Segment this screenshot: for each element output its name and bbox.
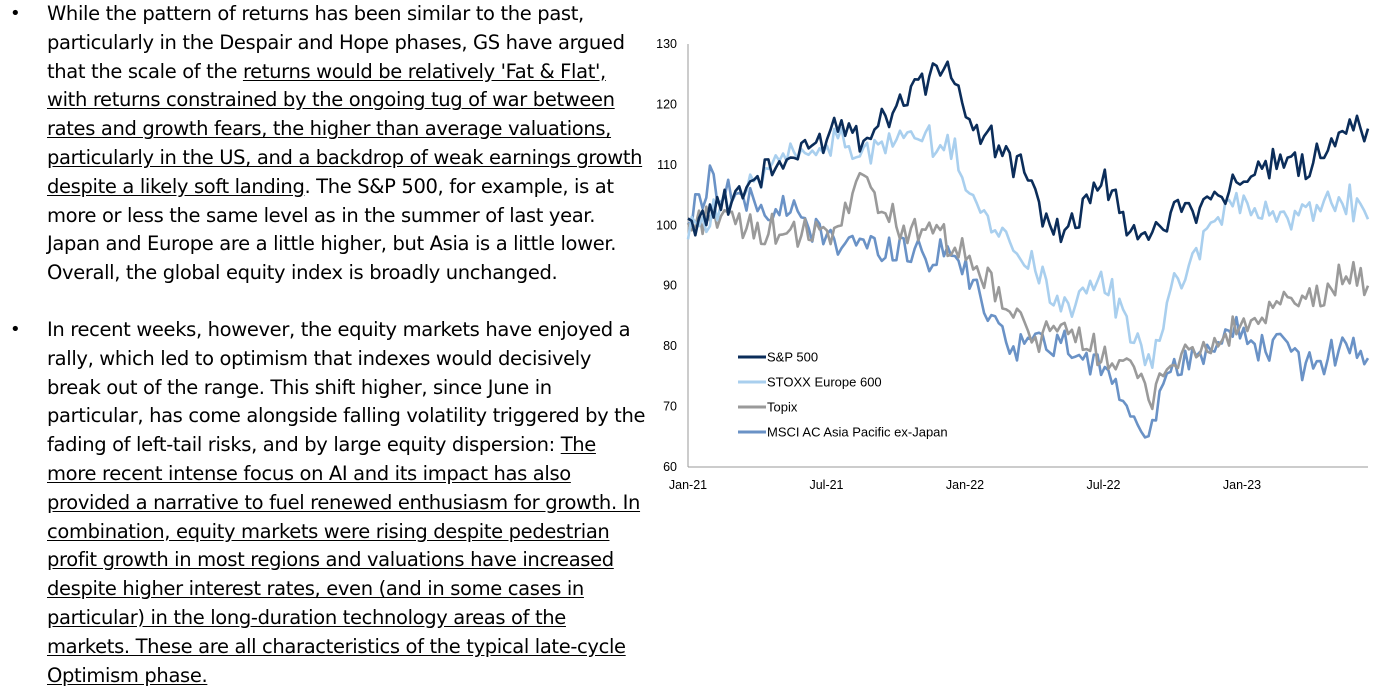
series-line-msci-ac-asia-pacific-ex-japan xyxy=(687,164,1370,439)
y-tick-label: 90 xyxy=(663,279,677,293)
x-tick-label: Jan-22 xyxy=(946,478,984,492)
series-lines xyxy=(686,60,1370,439)
legend-label: MSCI AC Asia Pacific ex-Japan xyxy=(767,425,948,440)
bullet-marker: • xyxy=(10,3,21,24)
x-tick-label: Jan-23 xyxy=(1223,478,1261,492)
legend-label: Topix xyxy=(767,400,798,415)
y-tick-label: 120 xyxy=(656,97,677,111)
legend-label: S&P 500 xyxy=(767,350,818,365)
bullet-marker: • xyxy=(10,319,21,340)
x-tick-label: Jul-22 xyxy=(1086,478,1120,492)
bullet-1-part-1: While the pattern of returns has been si… xyxy=(47,2,625,83)
legend-label: STOXX Europe 600 xyxy=(767,375,882,390)
bullet-2-underlined: The more recent intense focus on AI and … xyxy=(47,433,641,687)
x-tick-label: Jul-21 xyxy=(809,478,843,492)
bullet-text: In recent weeks, however, the equity mar… xyxy=(47,316,647,690)
bullet-text: While the pattern of returns has been si… xyxy=(47,0,647,288)
bullet-1-part-3: . The S&P 500, for example, is at more o… xyxy=(47,174,617,285)
x-axis: Jan-21 Jul-21 Jan-22 Jul-22 Jan-23 xyxy=(669,466,1368,492)
x-tick-label: Jan-21 xyxy=(669,478,707,492)
bullet-1-underlined: returns would be relatively 'Fat & Flat'… xyxy=(47,59,643,198)
series-line-topix xyxy=(686,171,1370,411)
y-tick-label: 110 xyxy=(657,158,677,172)
y-axis: 60 70 80 90 100 110 120 130 xyxy=(656,37,689,474)
y-tick-label: 70 xyxy=(663,400,677,414)
series-line-s-p-500 xyxy=(687,60,1370,244)
chart-legend: S&P 500 STOXX Europe 600 Topix MSCI AC Asia… xyxy=(738,350,948,440)
y-tick-label: 80 xyxy=(663,339,677,353)
y-tick-label: 60 xyxy=(663,460,677,474)
bullet-2-part-1: In recent weeks, however, the equity mar… xyxy=(47,318,646,457)
y-tick-label: 130 xyxy=(656,37,677,51)
y-tick-label: 100 xyxy=(656,218,677,232)
